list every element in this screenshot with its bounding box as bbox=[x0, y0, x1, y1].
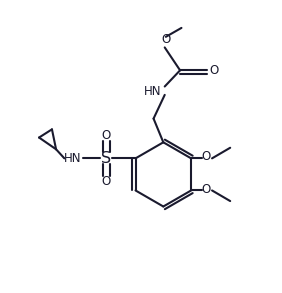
Text: O: O bbox=[161, 33, 170, 46]
Text: HN: HN bbox=[64, 152, 81, 165]
Text: O: O bbox=[202, 183, 211, 195]
Text: O: O bbox=[209, 64, 218, 77]
Text: O: O bbox=[102, 129, 111, 142]
Text: S: S bbox=[101, 151, 111, 166]
Text: HN: HN bbox=[144, 85, 162, 98]
Text: O: O bbox=[102, 175, 111, 188]
Text: O: O bbox=[202, 151, 211, 163]
